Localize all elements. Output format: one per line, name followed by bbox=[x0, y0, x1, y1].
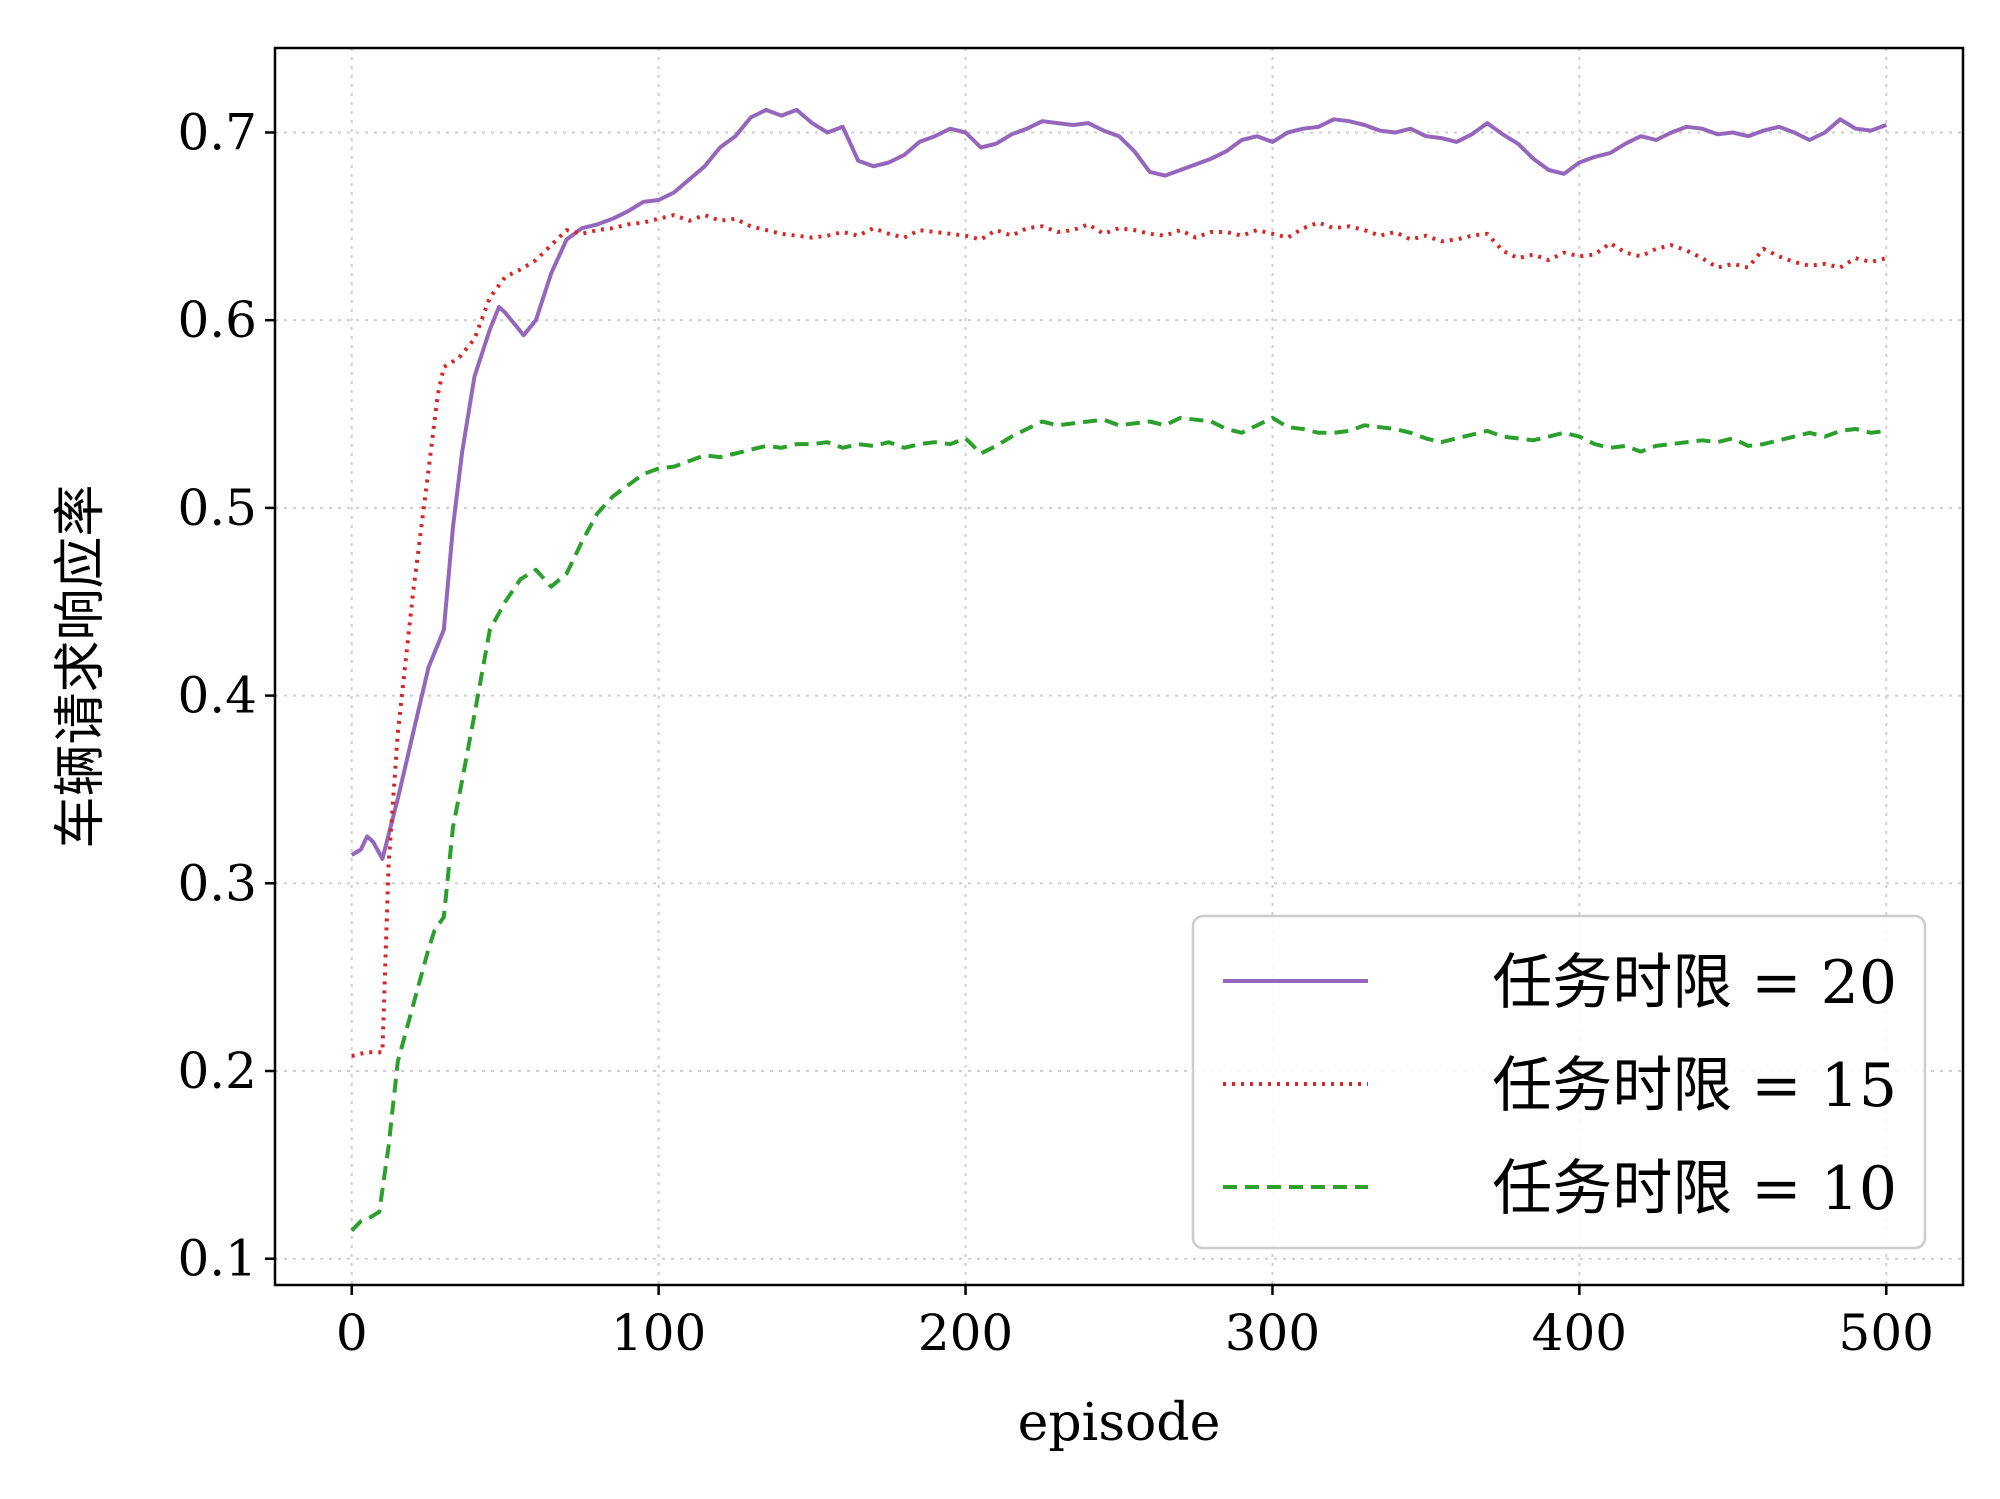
y-tick-label: 0.1 bbox=[177, 1230, 257, 1288]
x-tick-label: 100 bbox=[611, 1304, 706, 1362]
y-tick-label: 0.7 bbox=[177, 103, 257, 161]
legend-label-0: 任务时限 = 20 bbox=[1492, 948, 1897, 1018]
x-tick-label: 0 bbox=[336, 1304, 368, 1362]
x-tick-label: 400 bbox=[1532, 1304, 1627, 1362]
x-tick-label: 200 bbox=[918, 1304, 1013, 1362]
plot-area-frame bbox=[273, 46, 1965, 1287]
y-tick-label: 0.6 bbox=[177, 291, 257, 349]
series-lines bbox=[350, 107, 1887, 1232]
series-line-2 bbox=[350, 415, 1887, 1232]
legend-label-1: 任务时限 = 15 bbox=[1492, 1051, 1897, 1121]
series-line-0 bbox=[350, 107, 1887, 861]
legend-box bbox=[1191, 914, 1927, 1250]
y-tick-label: 0.4 bbox=[177, 667, 257, 725]
y-axis-label: 车辆请求响应率 bbox=[51, 484, 111, 848]
y-tick-label: 0.3 bbox=[177, 854, 257, 912]
x-axis-label: episode bbox=[1018, 1393, 1221, 1453]
legend-label-2: 任务时限 = 10 bbox=[1492, 1154, 1897, 1224]
x-tick-label: 500 bbox=[1839, 1304, 1934, 1362]
axis-ticks: 0 100 200 300 400 500 0.1 0.2 0.3 0.4 0.5 0.6 0.7 bbox=[177, 103, 1934, 1362]
x-tick-label: 300 bbox=[1225, 1304, 1320, 1362]
y-tick-label: 0.5 bbox=[177, 479, 257, 537]
y-tick-label: 0.2 bbox=[177, 1042, 257, 1100]
legend: 任务时限 = 20 任务时限 = 15 任务时限 = 10 bbox=[1191, 914, 1927, 1250]
